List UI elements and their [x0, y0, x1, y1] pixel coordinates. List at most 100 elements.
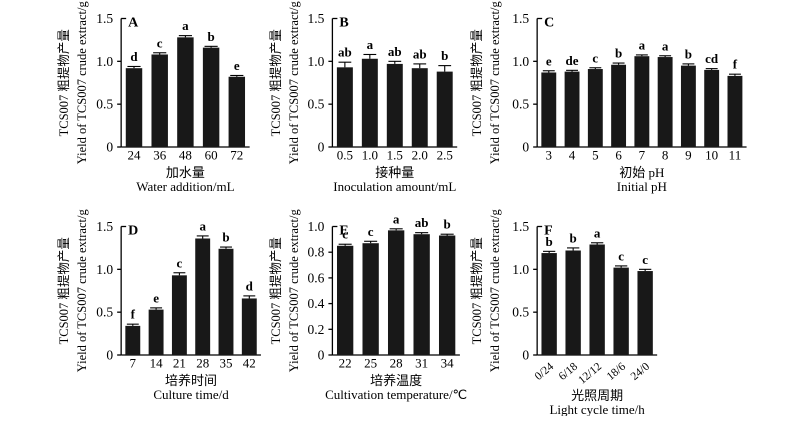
svg-text:2.5: 2.5 [437, 148, 453, 163]
svg-text:1.0: 1.0 [512, 54, 529, 69]
svg-text:c: c [157, 35, 163, 50]
svg-text:25: 25 [364, 356, 377, 371]
svg-text:a: a [594, 225, 601, 240]
svg-text:Yield of TCS007 crude extract/: Yield of TCS007 crude extract/g [75, 1, 89, 165]
svg-text:B: B [339, 16, 348, 31]
svg-text:3: 3 [546, 148, 553, 163]
svg-text:1.5: 1.5 [512, 219, 529, 234]
svg-text:31: 31 [415, 356, 428, 371]
svg-text:35: 35 [220, 356, 233, 371]
svg-text:b: b [444, 217, 451, 232]
svg-text:1.0: 1.0 [96, 262, 113, 277]
svg-text:a: a [662, 38, 669, 53]
svg-text:e: e [153, 290, 159, 305]
svg-text:e: e [234, 58, 240, 73]
svg-text:8: 8 [662, 148, 669, 163]
svg-text:Inoculation amount/mL: Inoculation amount/mL [333, 179, 456, 194]
svg-text:Yield of TCS007 crude extract/: Yield of TCS007 crude extract/g [75, 209, 89, 373]
svg-text:1.5: 1.5 [308, 11, 325, 26]
svg-text:0: 0 [106, 348, 113, 363]
svg-text:1.0: 1.0 [512, 262, 529, 277]
svg-text:加水量: 加水量 [166, 165, 205, 180]
svg-text:10: 10 [705, 148, 718, 163]
svg-text:a: a [199, 218, 206, 233]
svg-text:21: 21 [173, 356, 186, 371]
svg-text:0.5: 0.5 [308, 97, 325, 112]
svg-text:C: C [544, 16, 554, 31]
svg-text:11: 11 [729, 148, 742, 163]
svg-text:28: 28 [390, 356, 403, 371]
svg-text:b: b [441, 48, 448, 63]
svg-text:a: a [639, 37, 646, 52]
svg-text:a: a [367, 37, 374, 52]
svg-text:Water addition/mL: Water addition/mL [136, 179, 234, 194]
svg-text:TCS007 粗提物产量: TCS007 粗提物产量 [469, 237, 484, 344]
svg-text:光照周期: 光照周期 [571, 388, 623, 403]
svg-text:d: d [246, 278, 254, 293]
svg-text:0.8: 0.8 [308, 245, 325, 260]
svg-text:22: 22 [339, 356, 352, 371]
svg-text:b: b [222, 230, 229, 245]
svg-text:cd: cd [705, 51, 719, 66]
svg-text:a: a [182, 18, 189, 33]
svg-text:c: c [618, 248, 624, 263]
svg-text:TCS007 粗提物产量: TCS007 粗提物产量 [268, 237, 283, 344]
svg-text:1.5: 1.5 [96, 219, 113, 234]
svg-text:6: 6 [615, 148, 622, 163]
svg-text:b: b [685, 46, 692, 61]
svg-text:b: b [615, 46, 622, 61]
svg-text:9: 9 [685, 148, 692, 163]
svg-text:Yield of TCS007 crude extract/: Yield of TCS007 crude extract/g [488, 209, 502, 373]
svg-text:0.5: 0.5 [337, 148, 353, 163]
svg-text:b: b [570, 230, 577, 245]
svg-text:Initial pH: Initial pH [617, 179, 667, 194]
svg-text:ab: ab [413, 46, 427, 61]
svg-text:0.5: 0.5 [512, 305, 529, 320]
svg-text:ab: ab [415, 215, 429, 230]
svg-text:1.0: 1.0 [96, 54, 113, 69]
svg-text:初始 pH: 初始 pH [619, 165, 664, 180]
svg-text:c: c [177, 255, 183, 270]
svg-text:0.2: 0.2 [308, 322, 325, 337]
svg-text:TCS007 粗提物产量: TCS007 粗提物产量 [469, 29, 484, 136]
svg-text:7: 7 [130, 356, 137, 371]
svg-text:42: 42 [243, 356, 256, 371]
svg-text:5: 5 [592, 148, 599, 163]
svg-text:Yield of TCS007 crude extract/: Yield of TCS007 crude extract/g [488, 1, 502, 165]
svg-text:c: c [642, 252, 648, 267]
svg-text:4: 4 [569, 148, 576, 163]
svg-text:培养温度: 培养温度 [370, 373, 422, 388]
svg-text:D: D [128, 224, 138, 239]
svg-text:7: 7 [639, 148, 646, 163]
svg-text:Yield of TCS007 crude extract/: Yield of TCS007 crude extract/g [287, 1, 301, 165]
svg-text:接种量: 接种量 [375, 165, 414, 180]
svg-text:b: b [207, 29, 214, 44]
svg-text:Light cycle time/h: Light cycle time/h [549, 402, 645, 416]
svg-text:f: f [131, 307, 136, 322]
svg-text:0.5: 0.5 [96, 97, 113, 112]
svg-text:培养时间: 培养时间 [165, 373, 217, 388]
svg-text:TCS007 粗提物产量: TCS007 粗提物产量 [268, 29, 283, 136]
svg-text:36: 36 [153, 148, 167, 163]
svg-text:1.0: 1.0 [308, 219, 325, 234]
svg-text:1.5: 1.5 [387, 148, 403, 163]
svg-text:28: 28 [196, 356, 209, 371]
svg-text:14: 14 [150, 356, 164, 371]
svg-text:0.5: 0.5 [96, 305, 113, 320]
svg-text:0: 0 [106, 140, 113, 155]
svg-text:Yield of TCS007 crude extract/: Yield of TCS007 crude extract/g [287, 209, 301, 373]
svg-text:0.4: 0.4 [308, 296, 325, 311]
svg-text:0.5: 0.5 [512, 97, 529, 112]
svg-text:1.5: 1.5 [512, 11, 529, 26]
svg-text:0: 0 [318, 348, 325, 363]
svg-text:24: 24 [128, 148, 142, 163]
svg-text:Cultivation temperature/℃: Cultivation temperature/℃ [325, 387, 467, 402]
svg-text:TCS007 粗提物产量: TCS007 粗提物产量 [56, 237, 71, 344]
svg-text:c: c [368, 224, 374, 239]
svg-text:48: 48 [179, 148, 192, 163]
svg-text:e: e [546, 53, 552, 68]
svg-text:TCS007 粗提物产量: TCS007 粗提物产量 [56, 29, 71, 136]
svg-text:0: 0 [522, 348, 529, 363]
svg-text:A: A [128, 16, 139, 31]
svg-text:c: c [342, 227, 348, 242]
